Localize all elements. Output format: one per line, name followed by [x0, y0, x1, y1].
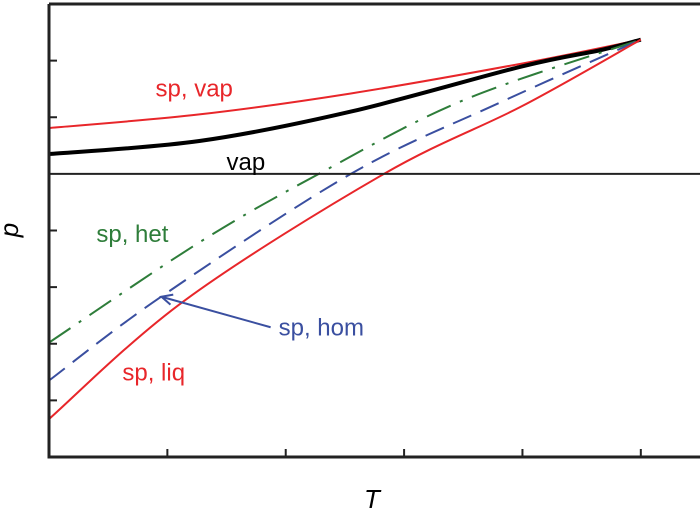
series-vap-line: [48, 37, 642, 157]
annotation-vap: vap: [227, 149, 266, 176]
y-axis-label: p: [0, 223, 24, 238]
series-sp-liq-line: [48, 38, 642, 420]
annotation-sp-vap: sp, vap: [156, 75, 233, 102]
annotation-sp-liq: sp, liq: [122, 360, 185, 387]
series-sp-het-line: [48, 38, 642, 344]
x-axis-label: T: [364, 484, 382, 512]
annotation-arrow: [161, 295, 271, 329]
plot-frame: [47, 2, 700, 459]
annotation-sp-hom: sp, hom: [279, 314, 364, 341]
annotation-sp-het: sp, het: [96, 221, 168, 248]
arrow-head-icon: [159, 293, 174, 306]
